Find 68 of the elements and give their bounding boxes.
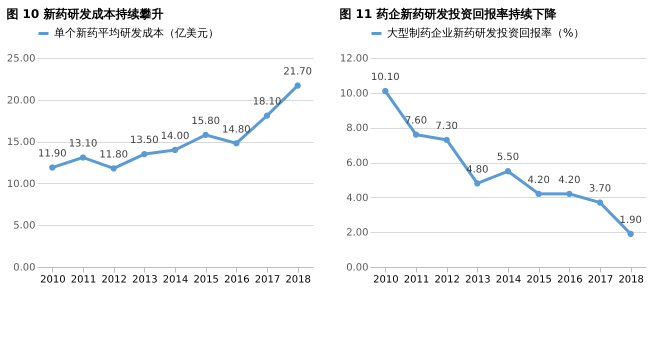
y-tick-label: 0.00 — [346, 262, 368, 274]
data-label: 11.90 — [38, 148, 67, 160]
data-label: 14.00 — [160, 130, 190, 142]
x-tick-label: 2014 — [496, 274, 522, 286]
data-label: 5.50 — [496, 152, 520, 164]
data-label: 13.50 — [130, 135, 159, 146]
point — [504, 168, 512, 174]
y-tick-label: 10.00 — [340, 88, 368, 100]
x-tick-label: 2018 — [618, 274, 644, 286]
y-tick-label: 6.00 — [346, 158, 368, 169]
point — [382, 88, 388, 94]
point — [536, 190, 542, 198]
chart-title: 图 11 药企新药研发投资回报率持续下降 — [339, 7, 558, 21]
point — [412, 131, 420, 138]
x-tick-label: 2016 — [557, 274, 583, 286]
x-tick-label: 2012 — [434, 274, 460, 286]
data-label: 21.70 — [283, 66, 312, 78]
y-tick-label: 0.00 — [13, 262, 36, 274]
x-tick-label: 2012 — [101, 274, 127, 286]
x-tick-label: 2014 — [162, 274, 188, 286]
point — [141, 150, 148, 158]
point — [80, 154, 86, 161]
point — [566, 190, 572, 198]
y-tick-label: 4.00 — [346, 192, 368, 204]
point — [444, 136, 450, 144]
point — [49, 164, 56, 171]
x-tick-label: 2018 — [285, 274, 311, 286]
y-tick-label: 15.00 — [6, 137, 36, 148]
x-tick-label: 2017 — [588, 274, 614, 286]
point — [474, 180, 480, 187]
data-label: 10.10 — [371, 72, 400, 84]
y-tick-label: 12.00 — [340, 54, 368, 64]
x-tick-label: 2013 — [132, 274, 158, 286]
x-tick-label: 2011 — [404, 274, 430, 286]
data-label: 7.30 — [436, 120, 458, 132]
legend-label: 单个新药平均研发成本（亿美元） — [54, 26, 219, 40]
x-tick-label: 2010 — [40, 274, 66, 286]
data-label: 1.90 — [620, 214, 642, 226]
legend-label: 大型制药企业新药研发投资回报率（%） — [387, 26, 584, 40]
x-tick-label: 2013 — [465, 274, 491, 286]
point — [596, 199, 604, 206]
y-tick-label: 10.00 — [6, 178, 36, 190]
x-tick-label: 2011 — [70, 274, 96, 286]
y-tick-label: 25.00 — [6, 54, 36, 64]
point — [233, 140, 240, 146]
point — [202, 132, 209, 138]
data-label: 15.80 — [191, 116, 220, 127]
data-label: 14.80 — [222, 124, 251, 136]
y-tick-label: 20.00 — [6, 95, 36, 106]
point — [172, 146, 178, 154]
x-tick-label: 2015 — [193, 274, 219, 286]
point — [110, 165, 117, 172]
x-tick-label: 2017 — [254, 274, 280, 286]
y-tick-label: 5.00 — [13, 220, 36, 232]
data-label: 13.10 — [68, 138, 98, 150]
data-label: 4.20 — [558, 174, 580, 186]
point — [294, 82, 301, 89]
x-tick-label: 2010 — [373, 274, 399, 286]
data-label: 4.20 — [528, 174, 550, 186]
data-label: 11.80 — [99, 149, 128, 160]
y-tick-label: 8.00 — [346, 123, 368, 134]
point — [628, 230, 634, 238]
y-tick-label: 2.00 — [346, 228, 368, 239]
chart-title: 图 10 新药研发成本持续攀升 — [6, 7, 164, 21]
point — [264, 112, 270, 119]
data-label: 3.70 — [588, 184, 612, 195]
x-tick-label: 2015 — [526, 274, 552, 286]
x-tick-label: 2016 — [224, 274, 250, 286]
